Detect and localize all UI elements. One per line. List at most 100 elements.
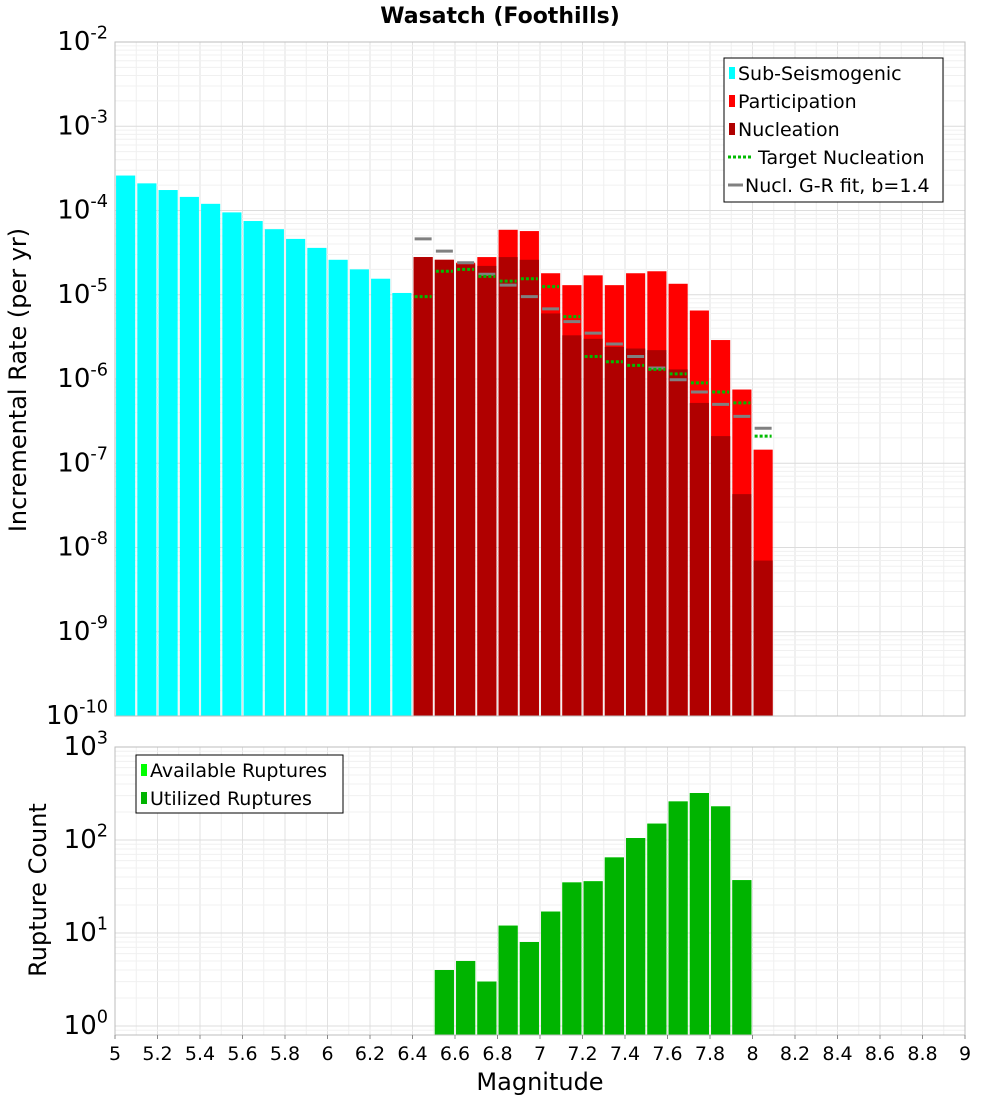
count-legend-swatch-1	[141, 792, 147, 804]
x-tick-label: 6.2	[355, 1043, 385, 1065]
chart-title: Wasatch (Foothills)	[380, 4, 620, 29]
rate-y-tick-label: 10-4	[57, 192, 108, 226]
nucleation-bar	[604, 346, 624, 716]
rate-y-tick-label-base: 10	[57, 196, 90, 226]
rate-y-tick-label-base: 10	[57, 280, 90, 310]
sub-seismogenic-bar	[158, 190, 178, 716]
utilized-ruptures-bar	[541, 911, 561, 1035]
nucleation-bar	[583, 338, 603, 716]
count-y-tick-label-base: 10	[64, 732, 97, 762]
nucleation-bar	[413, 257, 433, 716]
x-tick-label: 8.6	[865, 1043, 895, 1065]
count-y-tick-label-exp: 2	[97, 821, 108, 841]
rate-y-tick-label: 10-2	[57, 23, 108, 57]
x-tick-label: 9	[959, 1043, 971, 1065]
x-tick-label: 8.4	[822, 1043, 852, 1065]
rate-y-tick-label-exp: -9	[90, 613, 108, 633]
sub-seismogenic-bar	[307, 247, 327, 716]
legend-swatch-0	[729, 67, 735, 79]
rate-y-tick-label-exp: -3	[90, 108, 108, 128]
rate-y-tick-label-exp: -4	[90, 192, 108, 212]
nucleation-bar	[434, 259, 454, 716]
x-tick-label: 8.2	[780, 1043, 810, 1065]
nucleation-bar	[711, 436, 731, 716]
utilized-ruptures-bar	[498, 925, 518, 1035]
utilized-ruptures-bar	[434, 969, 454, 1035]
rate-y-tick-label-base: 10	[57, 617, 90, 647]
nucleation-bar	[732, 494, 752, 716]
utilized-ruptures-bar	[519, 942, 539, 1035]
legend-swatch-1	[729, 95, 735, 107]
rate-y-tick-label-exp: -7	[90, 445, 108, 465]
count-legend-label-1: Utilized Ruptures	[150, 788, 312, 810]
legend-label-3: Target Nucleation	[757, 147, 925, 169]
rate-y-tick-label: 10-6	[57, 360, 108, 394]
utilized-ruptures-bar	[626, 838, 646, 1035]
count-legend	[135, 754, 344, 814]
legend-label-1: Participation	[738, 91, 857, 113]
rate-y-tick-label-base: 10	[57, 533, 90, 563]
count-y-tick-label-exp: 1	[97, 914, 108, 934]
sub-seismogenic-bar	[349, 269, 369, 716]
count-legend-label-0: Available Ruptures	[150, 760, 327, 782]
count-y-tick-label-base: 10	[64, 1011, 97, 1041]
legend-label-2: Nucleation	[738, 119, 840, 141]
rate-y-tick-label: 10-3	[57, 108, 108, 142]
x-tick-label: 6.8	[482, 1043, 512, 1065]
x-tick-label: 7	[534, 1043, 546, 1065]
sub-seismogenic-bar	[116, 175, 136, 716]
legend-label-4: Nucl. G-R fit, b=1.4	[745, 175, 930, 197]
count-legend-swatch-0	[141, 764, 147, 776]
sub-seismogenic-bar	[222, 212, 242, 717]
x-tick-label: 7.2	[567, 1043, 597, 1065]
rate-y-tick-label-base: 10	[57, 111, 90, 141]
count-y-tick-label-exp: 3	[97, 728, 108, 748]
utilized-ruptures-bar	[562, 882, 582, 1035]
nucleation-bar	[647, 350, 667, 716]
x-tick-label: 7.6	[652, 1043, 682, 1065]
x-tick-label: 8.8	[907, 1043, 937, 1065]
x-tick-label: 5.4	[185, 1043, 215, 1065]
rate-y-tick-label: 10-5	[57, 276, 108, 310]
nucleation-bar	[753, 560, 773, 716]
count-y-axis-label: Rupture Count	[24, 803, 52, 977]
rate-y-tick-label-base: 10	[57, 448, 90, 478]
utilized-ruptures-bar	[668, 801, 688, 1035]
rate-plot-frame	[114, 41, 966, 717]
rate-y-tick-label-base: 10	[46, 701, 79, 731]
rate-y-tick-label: 10-10	[46, 697, 108, 731]
utilized-ruptures-bar	[604, 857, 624, 1035]
x-tick-label: 7.4	[610, 1043, 640, 1065]
sub-seismogenic-bar	[264, 229, 284, 717]
utilized-ruptures-bar	[689, 793, 709, 1035]
sub-seismogenic-bar	[392, 292, 412, 716]
utilized-ruptures-bar	[477, 981, 497, 1035]
count-y-tick-label-base: 10	[64, 918, 97, 948]
sub-seismogenic-bar	[243, 221, 263, 716]
x-tick-label: 6	[321, 1043, 333, 1065]
utilized-ruptures-bar	[647, 823, 667, 1035]
count-y-tick-label: 100	[64, 1007, 108, 1041]
rate-y-tick-label-exp: -8	[90, 529, 108, 549]
nucleation-bar	[456, 264, 476, 716]
x-tick-label: 5	[109, 1043, 121, 1065]
utilized-ruptures-bar	[732, 880, 752, 1035]
sub-seismogenic-bar	[179, 196, 199, 717]
rate-y-tick-label-exp: -5	[90, 276, 108, 296]
rate-y-tick-label-exp: -10	[79, 697, 108, 717]
rate-y-tick-label: 10-7	[57, 445, 108, 479]
x-tick-label: 7.8	[695, 1043, 725, 1065]
rate-y-tick-label-exp: -2	[90, 23, 108, 43]
rate-legend	[723, 57, 944, 203]
count-y-tick-label: 103	[64, 728, 108, 762]
legend-swatch-2	[729, 123, 735, 135]
rate-y-tick-label-exp: -6	[90, 360, 108, 380]
nucleation-bar	[541, 313, 561, 716]
nucleation-bar	[519, 259, 539, 716]
x-tick-label: 5.8	[270, 1043, 300, 1065]
x-tick-label: 8	[746, 1043, 758, 1065]
count-y-tick-label: 101	[64, 914, 108, 948]
x-tick-label: 6.4	[397, 1043, 427, 1065]
nucleation-bar	[626, 348, 646, 716]
